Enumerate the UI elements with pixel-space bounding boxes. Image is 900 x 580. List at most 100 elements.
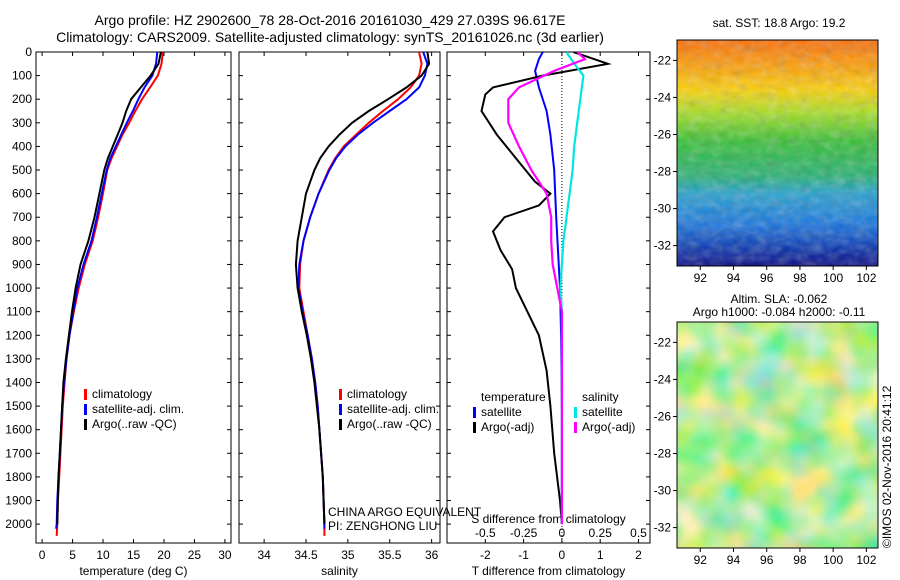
- series-line-argo-raw-qc-: [56, 52, 162, 525]
- map-y-tick-label: -22: [654, 335, 672, 349]
- map-y-tick-label: -32: [654, 239, 672, 253]
- x-tick-label: 5: [69, 548, 76, 562]
- salinity-panel-frame: [238, 51, 441, 544]
- map-y-tick-label: -24: [654, 372, 672, 386]
- legend-swatch: [339, 419, 342, 430]
- series-line-salinity-argo-adj-: [507, 52, 587, 525]
- x-tick-label: 1: [597, 548, 604, 562]
- series-line-climatology: [55, 52, 164, 536]
- depth-tick-label: 700: [12, 210, 32, 224]
- x-tick-label: 10: [96, 548, 110, 562]
- x-tick-label: 15: [127, 548, 141, 562]
- legend-swatch: [339, 404, 342, 415]
- map-x-tick-label: 100: [823, 271, 843, 285]
- depth-tick-label: 400: [12, 139, 32, 153]
- sst-map-title: sat. SST: 18.8 Argo: 19.2: [712, 16, 846, 30]
- x-tick-label: -2: [480, 548, 491, 562]
- depth-tick-label: 1200: [5, 328, 32, 342]
- x-tick-label: 34: [257, 548, 271, 562]
- map-y-tick-label: -30: [654, 202, 672, 216]
- map-x-tick-label: 102: [856, 271, 876, 285]
- depth-tick-label: 1500: [5, 399, 32, 413]
- legend-label: Argo(..raw -QC): [92, 417, 177, 431]
- x-tick-label: 30: [218, 548, 232, 562]
- map-y-tick-label: -32: [654, 521, 672, 535]
- series-line-satellite-adj-clim-: [297, 52, 429, 529]
- sla-map: [676, 321, 879, 549]
- map-x-tick-label: 96: [760, 271, 774, 285]
- legend-label: satellite: [582, 405, 623, 419]
- legend-swatch: [84, 419, 87, 430]
- map-x-tick-label: 92: [694, 553, 708, 567]
- legend-label: satellite: [481, 405, 522, 419]
- sla-map-frame: [676, 321, 879, 549]
- legend-label: Argo(-adj): [481, 420, 534, 434]
- depth-tick-label: 800: [12, 234, 32, 248]
- map-x-tick-label: 94: [727, 271, 741, 285]
- difference-panel-frame: [446, 51, 651, 544]
- x-tick-label: 36: [425, 548, 439, 562]
- x2-tick-label: -0.25: [510, 526, 538, 540]
- x2-tick-label: 0.25: [589, 526, 613, 540]
- legend-heading-temperature: temperature: [481, 390, 546, 404]
- depth-tick-label: 1000: [5, 281, 32, 295]
- map-y-tick-label: -26: [654, 127, 672, 141]
- series-line-temperature-argo-adj-: [480, 52, 612, 525]
- x-axis-label: salinity: [321, 564, 358, 578]
- x-tick-label: 2: [635, 548, 642, 562]
- series-line-climatology: [298, 52, 423, 536]
- x-axis-label: T difference from climatology: [472, 564, 626, 578]
- x-tick-label: 0: [39, 548, 46, 562]
- x-tick-label: 20: [157, 548, 171, 562]
- header-line-2: Climatology: CARS2009. Satellite-adjuste…: [56, 29, 604, 45]
- legend-swatch: [574, 422, 577, 433]
- legend-swatch: [473, 422, 476, 433]
- depth-tick-label: 1400: [5, 375, 32, 389]
- depth-tick-label: 1700: [5, 446, 32, 460]
- legend-swatch: [339, 389, 342, 400]
- x-tick-label: 35.5: [378, 548, 402, 562]
- x-tick-label: 35: [341, 548, 355, 562]
- depth-tick-label: 1100: [6, 305, 32, 319]
- header-line-1: Argo profile: HZ 2902600_78 28-Oct-2016 …: [94, 12, 566, 28]
- sla-map-title-1: Altim. SLA: -0.062: [730, 292, 828, 306]
- depth-tick-label: 0: [25, 45, 32, 59]
- depth-tick-label: 200: [12, 92, 32, 106]
- x-axis-label: temperature (deg C): [79, 564, 187, 578]
- depth-tick-label: 300: [12, 116, 32, 130]
- legend-swatch: [84, 404, 87, 415]
- x2-tick-label: -0.5: [475, 526, 496, 540]
- depth-tick-label: 1800: [5, 470, 32, 484]
- map-y-tick-label: -28: [654, 165, 672, 179]
- map-x-tick-label: 98: [793, 271, 807, 285]
- map-y-tick-label: -22: [654, 53, 672, 67]
- depth-tick-label: 600: [12, 187, 32, 201]
- legend-label: satellite-adj. clim.: [347, 402, 439, 416]
- depth-tick-label: 1600: [5, 423, 32, 437]
- map-y-tick-label: -26: [654, 409, 672, 423]
- depth-tick-label: 500: [12, 163, 32, 177]
- sla-map-field: [677, 322, 878, 548]
- x-tick-label: 25: [188, 548, 202, 562]
- map-x-tick-label: 100: [823, 553, 843, 567]
- legend-heading-salinity: salinity: [582, 390, 619, 404]
- legend-label: Argo(-adj): [582, 420, 635, 434]
- legend-label: climatology: [92, 387, 152, 401]
- map-y-tick-label: -28: [654, 447, 672, 461]
- legend-label: climatology: [347, 387, 407, 401]
- sst-map-frame: [676, 39, 879, 267]
- depth-tick-label: 2000: [5, 517, 32, 531]
- sla-map-title-2: Argo h1000: -0.084 h2000: -0.11: [692, 305, 866, 319]
- temperature-panel-frame: [35, 51, 232, 544]
- x-tick-label: -1: [518, 548, 529, 562]
- legend-swatch: [574, 407, 577, 418]
- series-line-salinity-satellite: [559, 52, 585, 525]
- map-x-tick-label: 92: [694, 271, 708, 285]
- legend-label: Argo(..raw -QC): [347, 417, 432, 431]
- depth-tick-label: 1300: [5, 352, 32, 366]
- x2-tick-label: 0.5: [630, 526, 647, 540]
- depth-tick-label: 100: [12, 69, 32, 83]
- legend-swatch: [84, 389, 87, 400]
- legend-swatch: [473, 407, 476, 418]
